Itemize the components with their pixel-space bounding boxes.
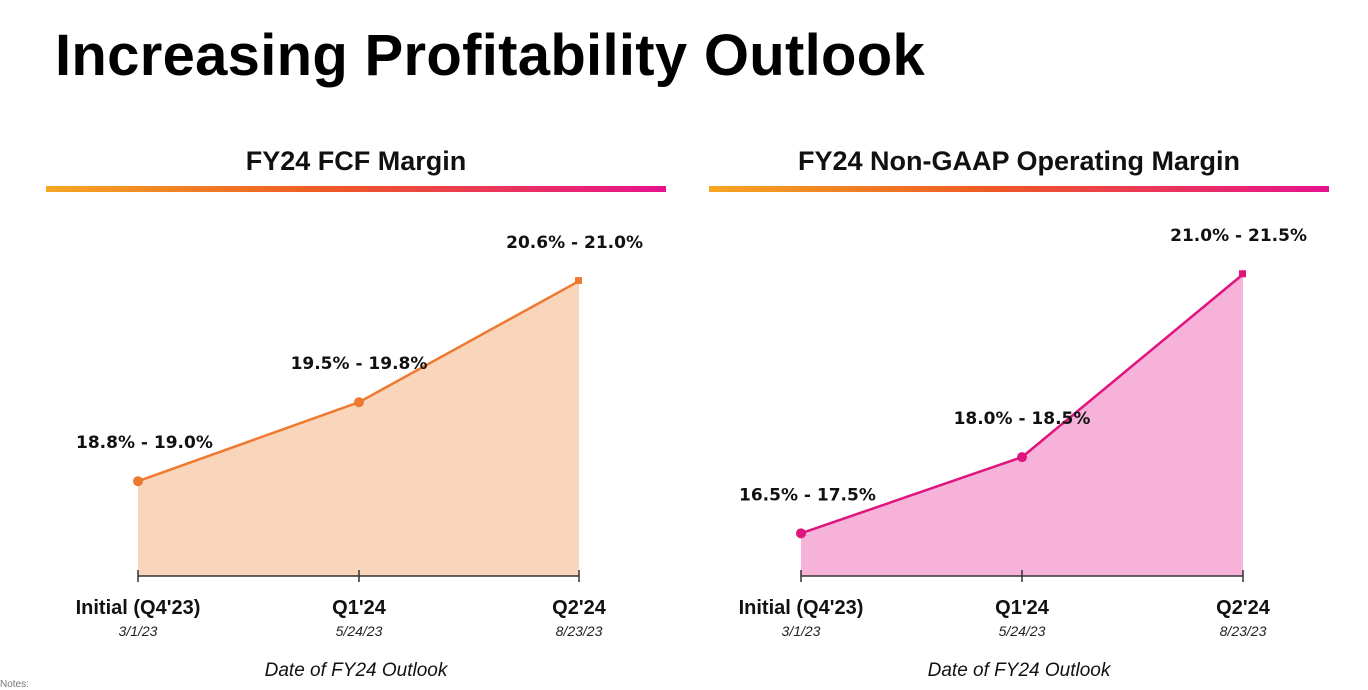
x-axis-title: Date of FY24 Outlook bbox=[927, 660, 1111, 681]
x-tick-date: 5/24/23 bbox=[999, 623, 1046, 639]
x-tick-label: Q1'24 bbox=[332, 597, 387, 619]
operating-margin-panel: FY24 Non-GAAP Operating Margin 16.5% - 1… bbox=[709, 140, 1329, 687]
title-gradient-rule bbox=[46, 186, 666, 192]
notes-label: Notes: bbox=[0, 679, 29, 690]
data-point bbox=[1239, 270, 1246, 278]
fcf-margin-panel: FY24 FCF Margin 18.8% - 19.0% 19.5% - 19.… bbox=[46, 140, 666, 687]
x-axis-title: Date of FY24 Outlook bbox=[264, 660, 448, 681]
data-label: 21.0% - 21.5% bbox=[1170, 226, 1307, 246]
x-tick-label: Initial (Q4'23) bbox=[76, 597, 201, 619]
x-tick-date: 8/23/23 bbox=[1220, 623, 1267, 639]
x-tick-label: Q2'24 bbox=[1216, 597, 1271, 619]
data-label: 16.5% - 17.5% bbox=[739, 485, 876, 505]
operating-margin-chart: 16.5% - 17.5% 18.0% - 18.5% 21.0% - 21.5% I… bbox=[739, 226, 1307, 639]
x-tick-date: 5/24/23 bbox=[336, 623, 383, 639]
fcf-margin-chart: 18.8% - 19.0% 19.5% - 19.8% 20.6% - 21.0% I… bbox=[76, 233, 643, 639]
x-tick-label: Q1'24 bbox=[995, 597, 1050, 619]
x-tick-date: 8/23/23 bbox=[556, 623, 603, 639]
data-point bbox=[354, 397, 364, 408]
data-point bbox=[133, 476, 143, 487]
data-label: 18.0% - 18.5% bbox=[954, 409, 1091, 429]
data-label: 18.8% - 19.0% bbox=[76, 433, 213, 453]
data-point bbox=[1017, 452, 1027, 463]
data-label: 19.5% - 19.8% bbox=[291, 354, 428, 374]
x-tick-date: 3/1/23 bbox=[119, 623, 158, 639]
x-tick-date: 3/1/23 bbox=[782, 623, 821, 639]
area-fill bbox=[138, 281, 579, 576]
title-gradient-rule bbox=[709, 186, 1329, 192]
x-tick-label: Initial (Q4'23) bbox=[739, 597, 864, 619]
chart-title: FY24 FCF Margin bbox=[245, 146, 467, 176]
page-title: Increasing Profitability Outlook bbox=[55, 23, 926, 88]
data-label: 20.6% - 21.0% bbox=[506, 233, 643, 253]
data-point bbox=[796, 528, 806, 539]
chart-title: FY24 Non-GAAP Operating Margin bbox=[797, 146, 1241, 176]
x-tick-label: Q2'24 bbox=[552, 597, 607, 619]
area-fill bbox=[801, 274, 1243, 576]
data-point bbox=[575, 277, 582, 285]
